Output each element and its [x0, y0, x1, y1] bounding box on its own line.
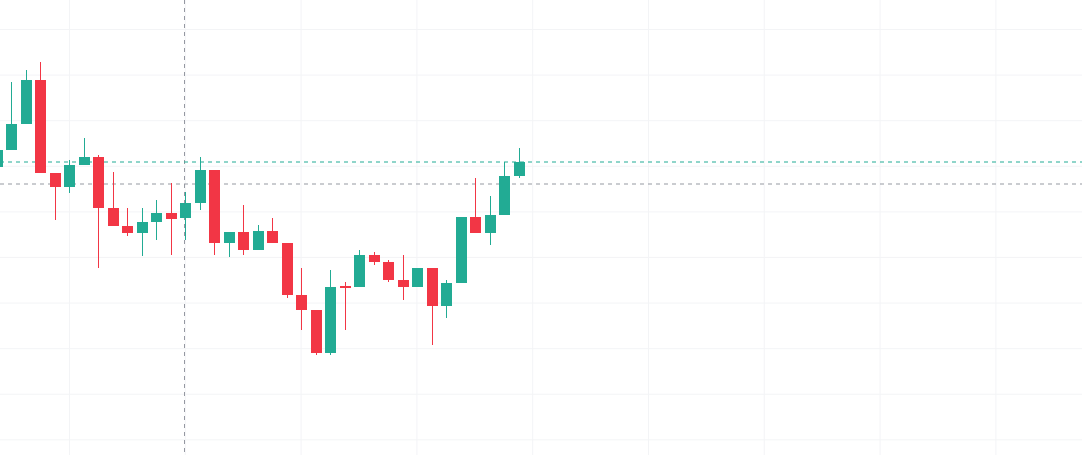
candle-body — [499, 176, 510, 215]
candle-body — [209, 170, 220, 243]
candle-body — [311, 310, 322, 353]
candle-body — [470, 217, 481, 233]
candle-body — [398, 280, 409, 287]
candle-body — [325, 287, 336, 353]
candle-body — [93, 157, 104, 208]
candle-body — [427, 268, 438, 306]
candle-body — [456, 217, 467, 283]
candle-body — [6, 124, 17, 150]
candle-body — [340, 286, 351, 288]
candle-body — [21, 80, 32, 124]
candle-body — [441, 283, 452, 306]
candle-body — [64, 165, 75, 187]
candle-body — [369, 255, 380, 262]
candle-body — [412, 268, 423, 287]
candle-body — [151, 213, 162, 222]
candle-body — [122, 226, 133, 233]
candle-body — [514, 162, 525, 176]
candle-body — [267, 231, 278, 243]
candle-body — [383, 262, 394, 280]
candle-body — [50, 173, 61, 187]
candle-body — [485, 215, 496, 233]
candle-body — [195, 170, 206, 203]
candle-body — [238, 232, 249, 250]
candle-body — [137, 222, 148, 233]
candle-body — [253, 231, 264, 250]
candle-body — [35, 80, 46, 173]
candle-body — [180, 203, 191, 218]
candle-body — [224, 232, 235, 243]
candle-body — [166, 213, 177, 219]
candle-body — [354, 255, 365, 287]
candle-body — [0, 150, 3, 167]
candle-body — [282, 243, 293, 295]
candle-body — [108, 208, 119, 226]
candle-body — [296, 295, 307, 310]
candle-body — [79, 157, 90, 165]
